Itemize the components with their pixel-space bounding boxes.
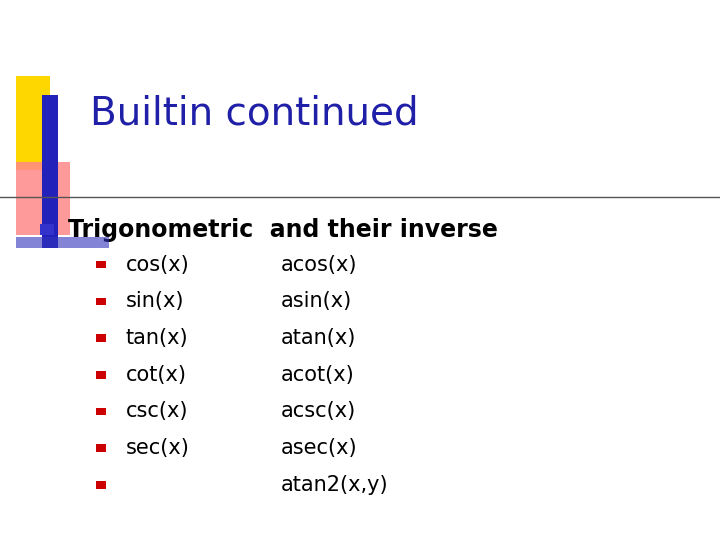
Text: asin(x): asin(x) (281, 291, 352, 312)
Text: cot(x): cot(x) (126, 364, 187, 385)
Bar (16, 76, 50, 170)
Bar (96, 371, 106, 379)
Bar (42, 94, 58, 248)
Text: sec(x): sec(x) (126, 438, 190, 458)
Text: asec(x): asec(x) (281, 438, 357, 458)
Bar (96, 481, 106, 489)
Text: cos(x): cos(x) (126, 254, 190, 275)
Text: acot(x): acot(x) (281, 364, 354, 385)
Text: atan(x): atan(x) (281, 328, 356, 348)
Bar (40, 224, 54, 235)
Text: acos(x): acos(x) (281, 254, 357, 275)
Bar (96, 334, 106, 342)
Text: acsc(x): acsc(x) (281, 401, 356, 422)
Bar (96, 261, 106, 268)
Text: sin(x): sin(x) (126, 291, 184, 312)
Bar (96, 298, 106, 305)
Bar (96, 408, 106, 415)
Bar (16, 237, 109, 248)
Text: tan(x): tan(x) (126, 328, 189, 348)
Text: atan2(x,y): atan2(x,y) (281, 475, 388, 495)
Text: Builtin continued: Builtin continued (90, 94, 418, 132)
Bar (16, 162, 70, 235)
Text: csc(x): csc(x) (126, 401, 189, 422)
Bar (96, 444, 106, 452)
Text: Trigonometric  and their inverse: Trigonometric and their inverse (68, 218, 498, 241)
